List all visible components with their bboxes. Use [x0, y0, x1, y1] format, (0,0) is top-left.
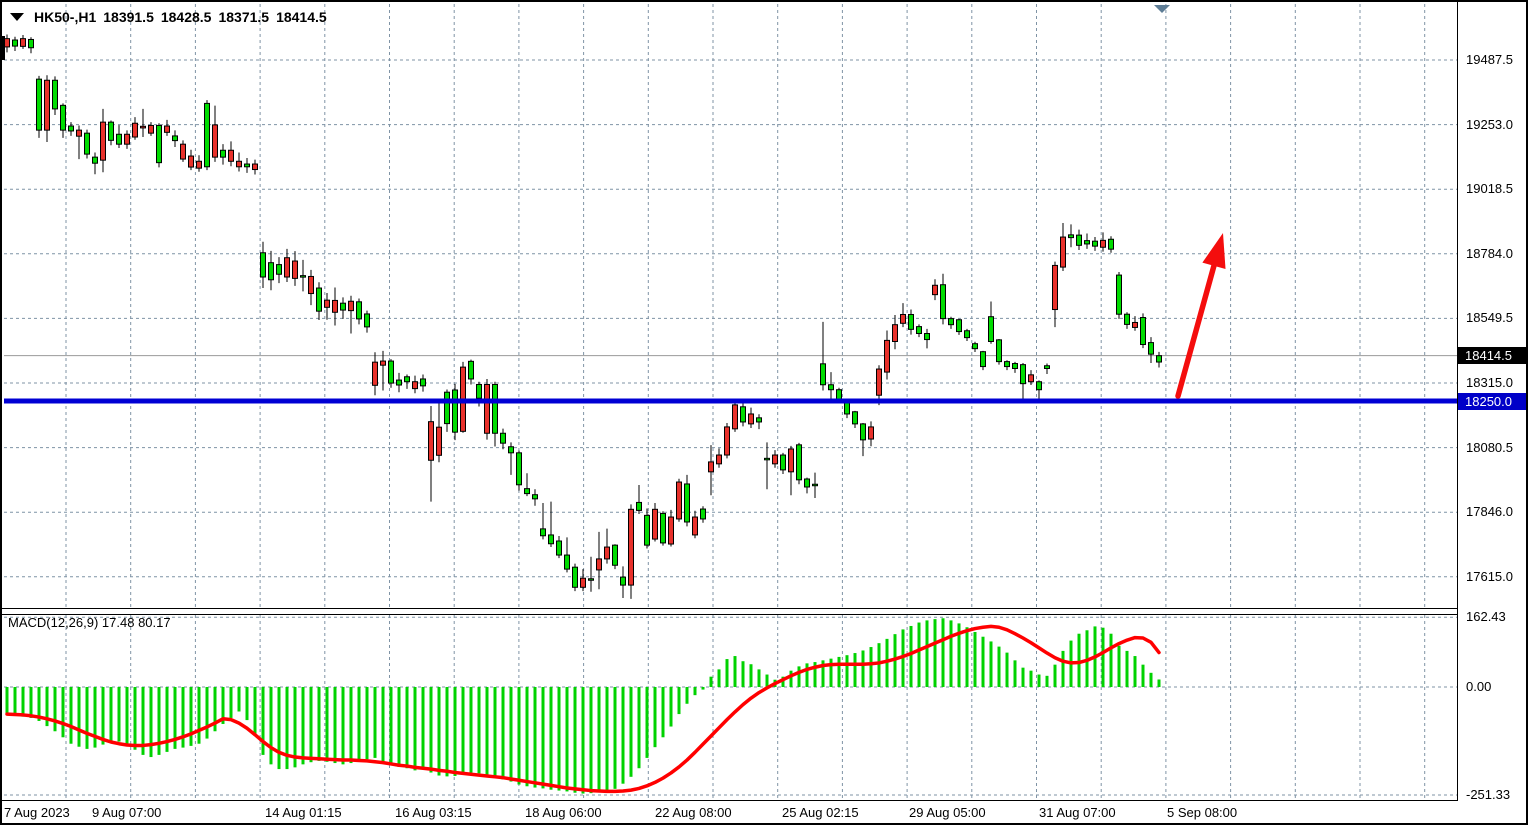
pane-separator-bottom[interactable] [2, 614, 1526, 615]
time-axis-label: 16 Aug 03:15 [395, 805, 472, 820]
time-axis-label: 5 Sep 08:00 [1167, 805, 1238, 820]
price-axis-label: 162.43 [1466, 609, 1506, 625]
time-axis-label: 29 Aug 05:00 [909, 805, 986, 820]
time-axis-label: 25 Aug 02:15 [782, 805, 859, 820]
scroll-to-end-icon[interactable] [1154, 5, 1170, 13]
time-axis: 7 Aug 2023 9 Aug 07:00 14 Aug 01:15 16 Aug … [2, 801, 1526, 823]
price-axis-label: 0.00 [1466, 679, 1492, 694]
pane-separator-top [2, 608, 1526, 609]
axis-ticks [130, 59, 1463, 806]
time-axis-label: 18 Aug 06:00 [525, 805, 602, 820]
up-arrow-annotation[interactable] [1175, 233, 1226, 399]
price-axis-label: -251.33 [1466, 787, 1511, 802]
time-axis-label: 22 Aug 08:00 [655, 805, 732, 820]
candlesticks [2, 34, 1162, 599]
time-axis-label: 7 Aug 2023 [4, 805, 70, 820]
time-axis-label: 31 Aug 07:00 [1039, 805, 1116, 820]
symbol-label: HK50-,H1 [34, 9, 97, 25]
ohlc-low: 18371.5 [218, 9, 270, 25]
ohlc-open: 18391.5 [103, 9, 154, 25]
macd-signal-line [5, 624, 1161, 794]
ohlc-high: 18428.5 [160, 9, 212, 25]
chart-title: HK50-,H1 18391.5 18428.5 18371.5 18414.5 [10, 9, 327, 25]
price-axis-label: 18549.5 [1466, 310, 1513, 326]
price-axis-label: 19487.5 [1466, 52, 1513, 67]
price-axis-label: 19253.0 [1466, 116, 1513, 132]
current-price-tag: 18414.5 [1458, 347, 1526, 364]
symbol-dropdown-icon[interactable] [10, 13, 24, 21]
level-price-tag: 18250.0 [1458, 393, 1526, 410]
macd-histogram [5, 618, 1161, 794]
price-axis-label: 18784.0 [1466, 245, 1513, 261]
time-axis-label: 14 Aug 01:15 [265, 805, 342, 820]
time-axis-border [2, 800, 1526, 801]
price-axis-label: 19018.5 [1466, 181, 1513, 197]
price-axis-label: 18080.5 [1466, 439, 1513, 455]
macd-indicator-label: MACD(12,26,9) 17.48 80.17 [8, 615, 171, 630]
ohlc-close: 18414.5 [276, 9, 327, 25]
price-axis-border [1457, 2, 1458, 823]
price-axis-label: 17846.0 [1466, 504, 1513, 520]
price-axis-label: 18315.0 [1466, 375, 1513, 390]
price-axis-label: 17615.0 [1466, 568, 1513, 584]
time-axis-label: 9 Aug 07:00 [92, 805, 162, 820]
